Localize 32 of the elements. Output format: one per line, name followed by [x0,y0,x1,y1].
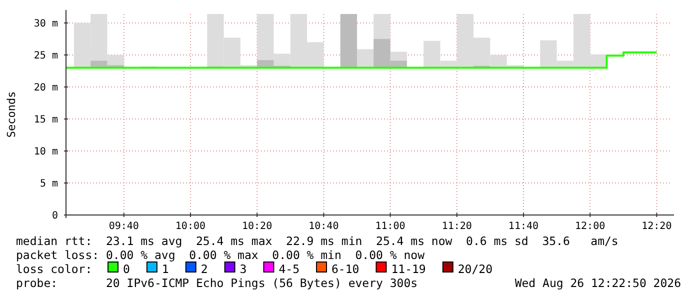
text: packet loss: 0.00 % avg 0.00 % max 0.00 % min 0.00 % now [16,248,425,262]
y-tick-label: 30 m [34,18,58,30]
y-tick-label: 25 m [34,50,58,62]
x-tick-label: 10:00 [175,221,206,232]
y-tick-label: 5 m [40,178,58,190]
bar [356,49,374,68]
legend-label: 11-19 [391,262,426,276]
legend-label: 6-10 [332,262,360,276]
legend-label: 20/20 [458,262,493,276]
y-tick-label: 20 m [34,82,58,94]
x-tick-label: 11:00 [375,221,406,232]
text: probe: 20 IPv6-ICMP Echo Pings (56 Bytes) every 300s [16,276,418,290]
legend-label: 3 [240,262,247,276]
x-tick-label: 12:20 [642,221,672,232]
x-tick-label: 09:40 [108,221,139,232]
y-tick-label: 0 [52,210,58,222]
y-axis-title: Seconds [5,91,18,138]
legend-label: 4-5 [278,262,300,276]
x-tick-label: 10:40 [308,221,339,232]
x-tick-label: 11:40 [508,221,539,232]
text: median rtt: 23.1 ms avg 25.4 ms max 22.9 ms min 25.4 ms now 0.6 ms sd 35.6 am/s [16,234,618,248]
legend-label: 0 [123,262,130,276]
x-tick-label: 12:00 [575,221,606,232]
bar [340,14,357,68]
legend-title: loss color: [16,262,92,276]
x-tick-label: 10:20 [242,221,272,232]
y-tick-label: 10 m [34,146,58,158]
legend-label: 1 [162,262,169,276]
text: Wed Aug 26 12:22:50 2026 [514,276,682,290]
y-tick-label: 15 m [34,114,58,126]
x-tick-label: 11:20 [442,221,472,232]
legend-label: 2 [200,262,208,276]
